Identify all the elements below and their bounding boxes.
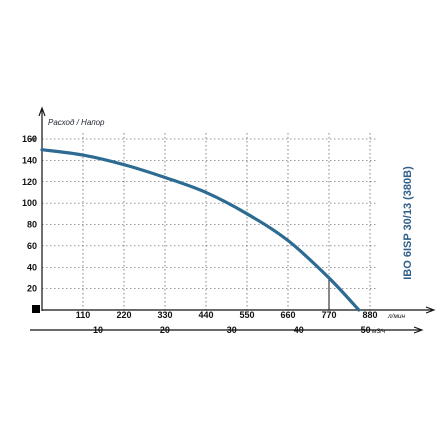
y-tick-label: 20 [27, 284, 37, 294]
y-tick-label: 40 [27, 262, 37, 272]
y-tick-label: 120 [22, 177, 37, 187]
x-tick-label: 660 [280, 310, 295, 320]
x-tick-label: 330 [157, 310, 172, 320]
grid [42, 133, 378, 310]
model-title: IBO 6ISP 30/13 (380B) [402, 166, 414, 280]
x-axis-arrow [425, 306, 436, 314]
x2-tick-label: 30 [227, 325, 237, 335]
x2-tick-label: 20 [160, 325, 170, 335]
x2-tick-label: 50 [361, 325, 371, 335]
x2-unit-label: м3/ч [372, 328, 386, 335]
origin-marker [32, 305, 40, 313]
y-tick-label: 80 [27, 220, 37, 230]
y-axis-title: Расход / Напор [48, 118, 105, 127]
series-layer [40, 148, 361, 312]
x2-tick-label: 40 [294, 325, 304, 335]
x-tick-label: 110 [76, 310, 91, 320]
x-tick-label: 220 [116, 310, 131, 320]
x2-axis-arrow [413, 326, 424, 334]
y-tick-label: 140 [22, 155, 37, 165]
y-tick-label: 100 [22, 198, 37, 208]
x-tick-label: 440 [198, 310, 213, 320]
x2-tick-label: 10 [93, 325, 103, 335]
y-tick-label: 160 [22, 134, 37, 144]
y-axis-arrow [38, 106, 46, 117]
y-unit-label: м [31, 136, 36, 143]
x-unit-label: л/мин [387, 313, 406, 320]
y-tick-label: 60 [27, 241, 37, 251]
x-tick-label: 880 [362, 310, 377, 320]
series-line [40, 148, 361, 312]
x-tick-label: 770 [321, 310, 336, 320]
x-tick-label: 550 [239, 310, 254, 320]
axes [30, 106, 436, 334]
